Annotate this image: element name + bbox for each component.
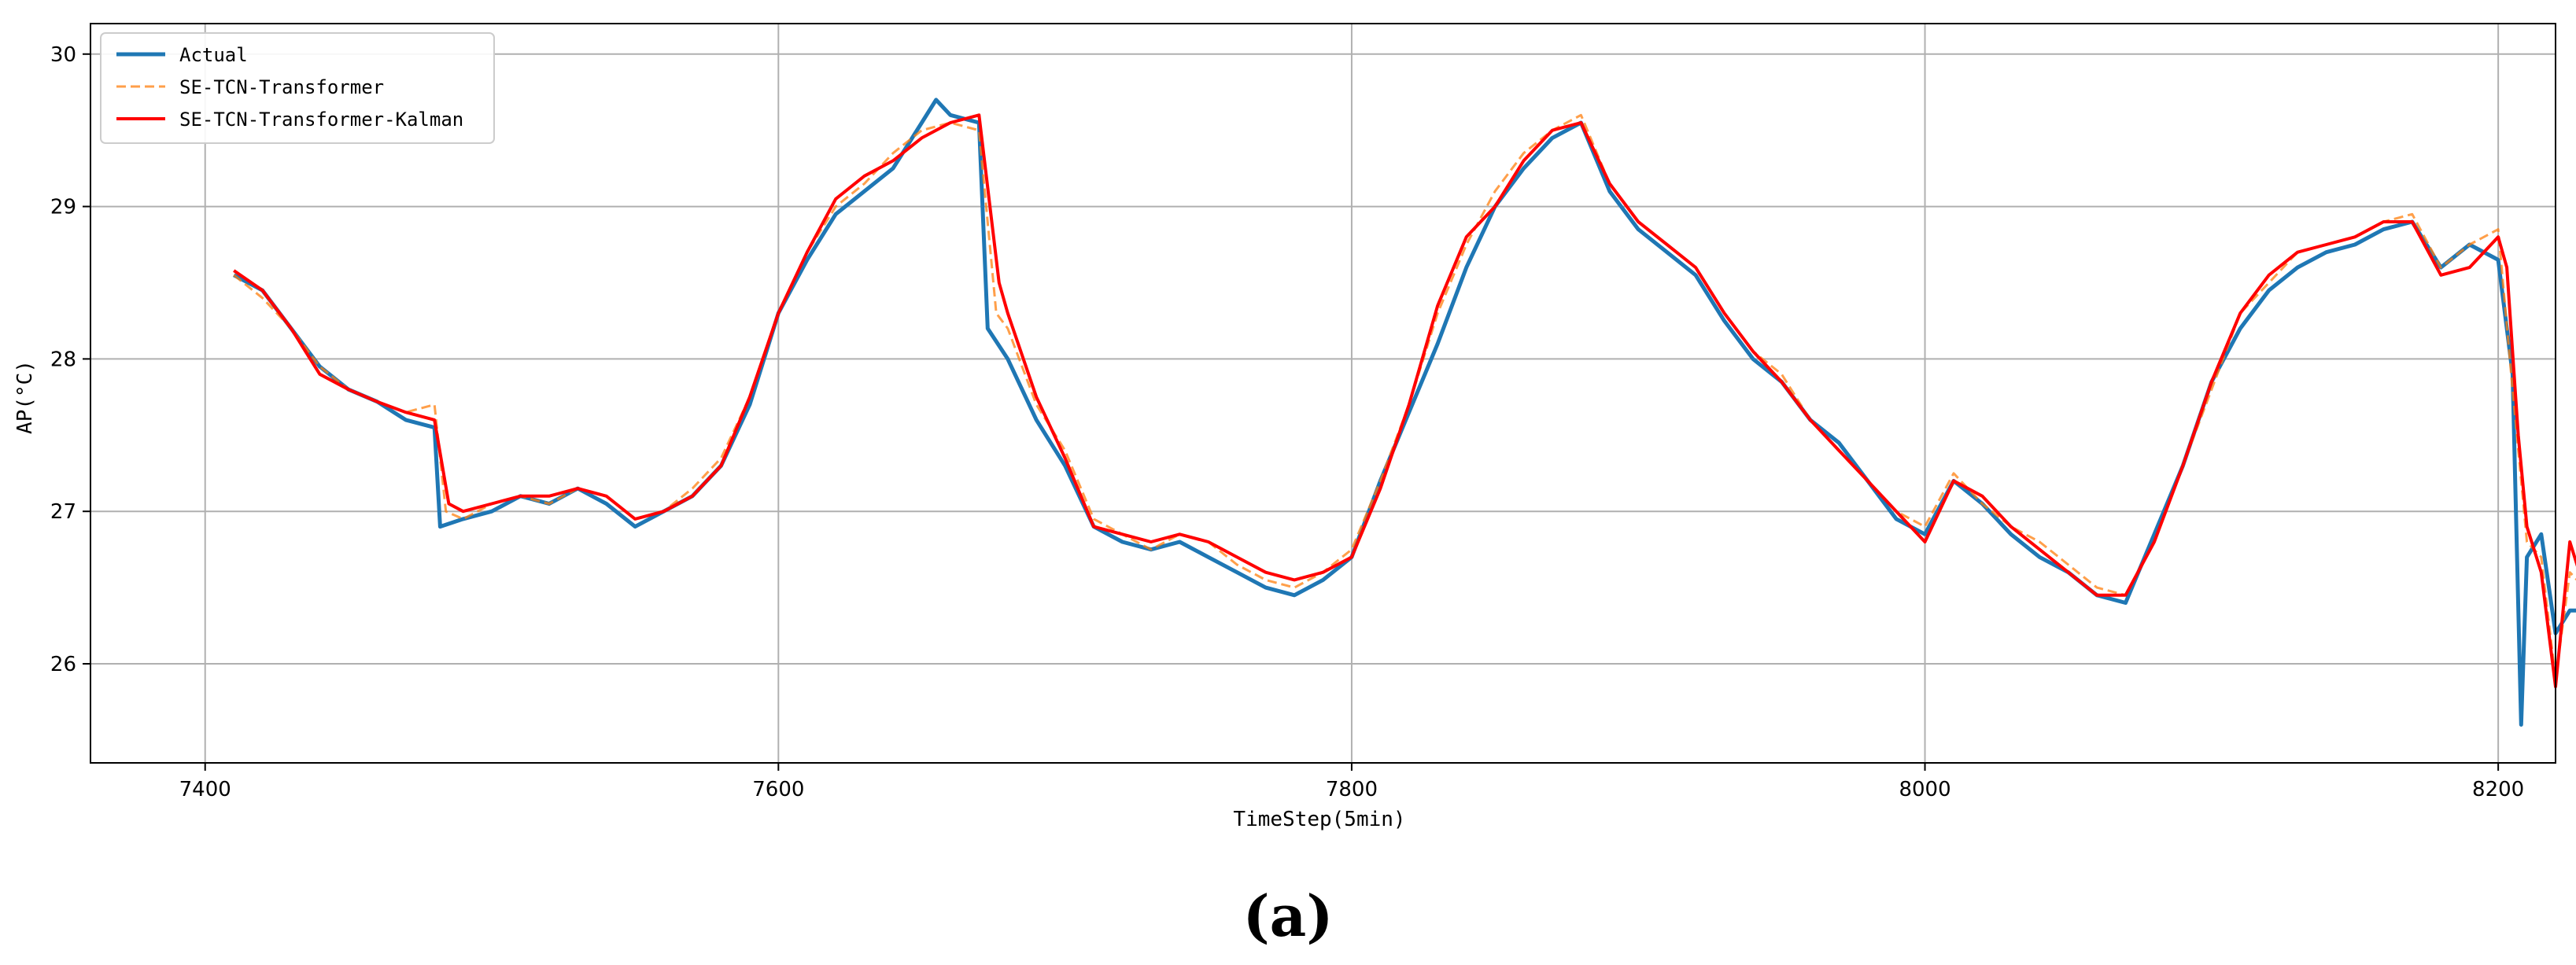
x-tick-label: 7400 <box>179 778 231 801</box>
x-tick-label: 8200 <box>2472 778 2524 801</box>
legend-label-actual: Actual <box>179 44 248 66</box>
y-axis-label: AP(°C) <box>13 360 37 434</box>
axis-ticks: 7400 7600 7800 8000 8200 26 27 28 29 30 <box>50 43 2524 801</box>
x-axis-label: TimeStep(5min) <box>1233 808 1405 831</box>
y-tick-label: 28 <box>50 348 76 371</box>
series-lines <box>233 98 2576 727</box>
legend-label-se-tcn-transformer: SE-TCN-Transformer <box>179 76 384 98</box>
y-tick-label: 29 <box>50 196 76 219</box>
y-tick-label: 30 <box>50 43 76 67</box>
series-line-se-tcn-transformer <box>233 113 2576 680</box>
grid-lines <box>90 24 2556 763</box>
legend-label-se-tcn-transformer-kalman: SE-TCN-Transformer-Kalman <box>179 109 463 131</box>
x-tick-label: 7600 <box>752 778 804 801</box>
x-tick-label: 7800 <box>1326 778 1378 801</box>
y-tick-label: 26 <box>50 653 76 676</box>
series-line-actual <box>233 98 2576 727</box>
series-line-se-tcn-transformer-kalman <box>233 113 2576 689</box>
plot-frame <box>90 23 2556 764</box>
figure-caption: (a) <box>1243 882 1334 949</box>
legend: Actual SE-TCN-Transformer SE-TCN-Transfo… <box>100 32 495 144</box>
y-tick-label: 27 <box>50 500 76 524</box>
x-tick-label: 8000 <box>1899 778 1950 801</box>
legend-box <box>100 32 495 144</box>
